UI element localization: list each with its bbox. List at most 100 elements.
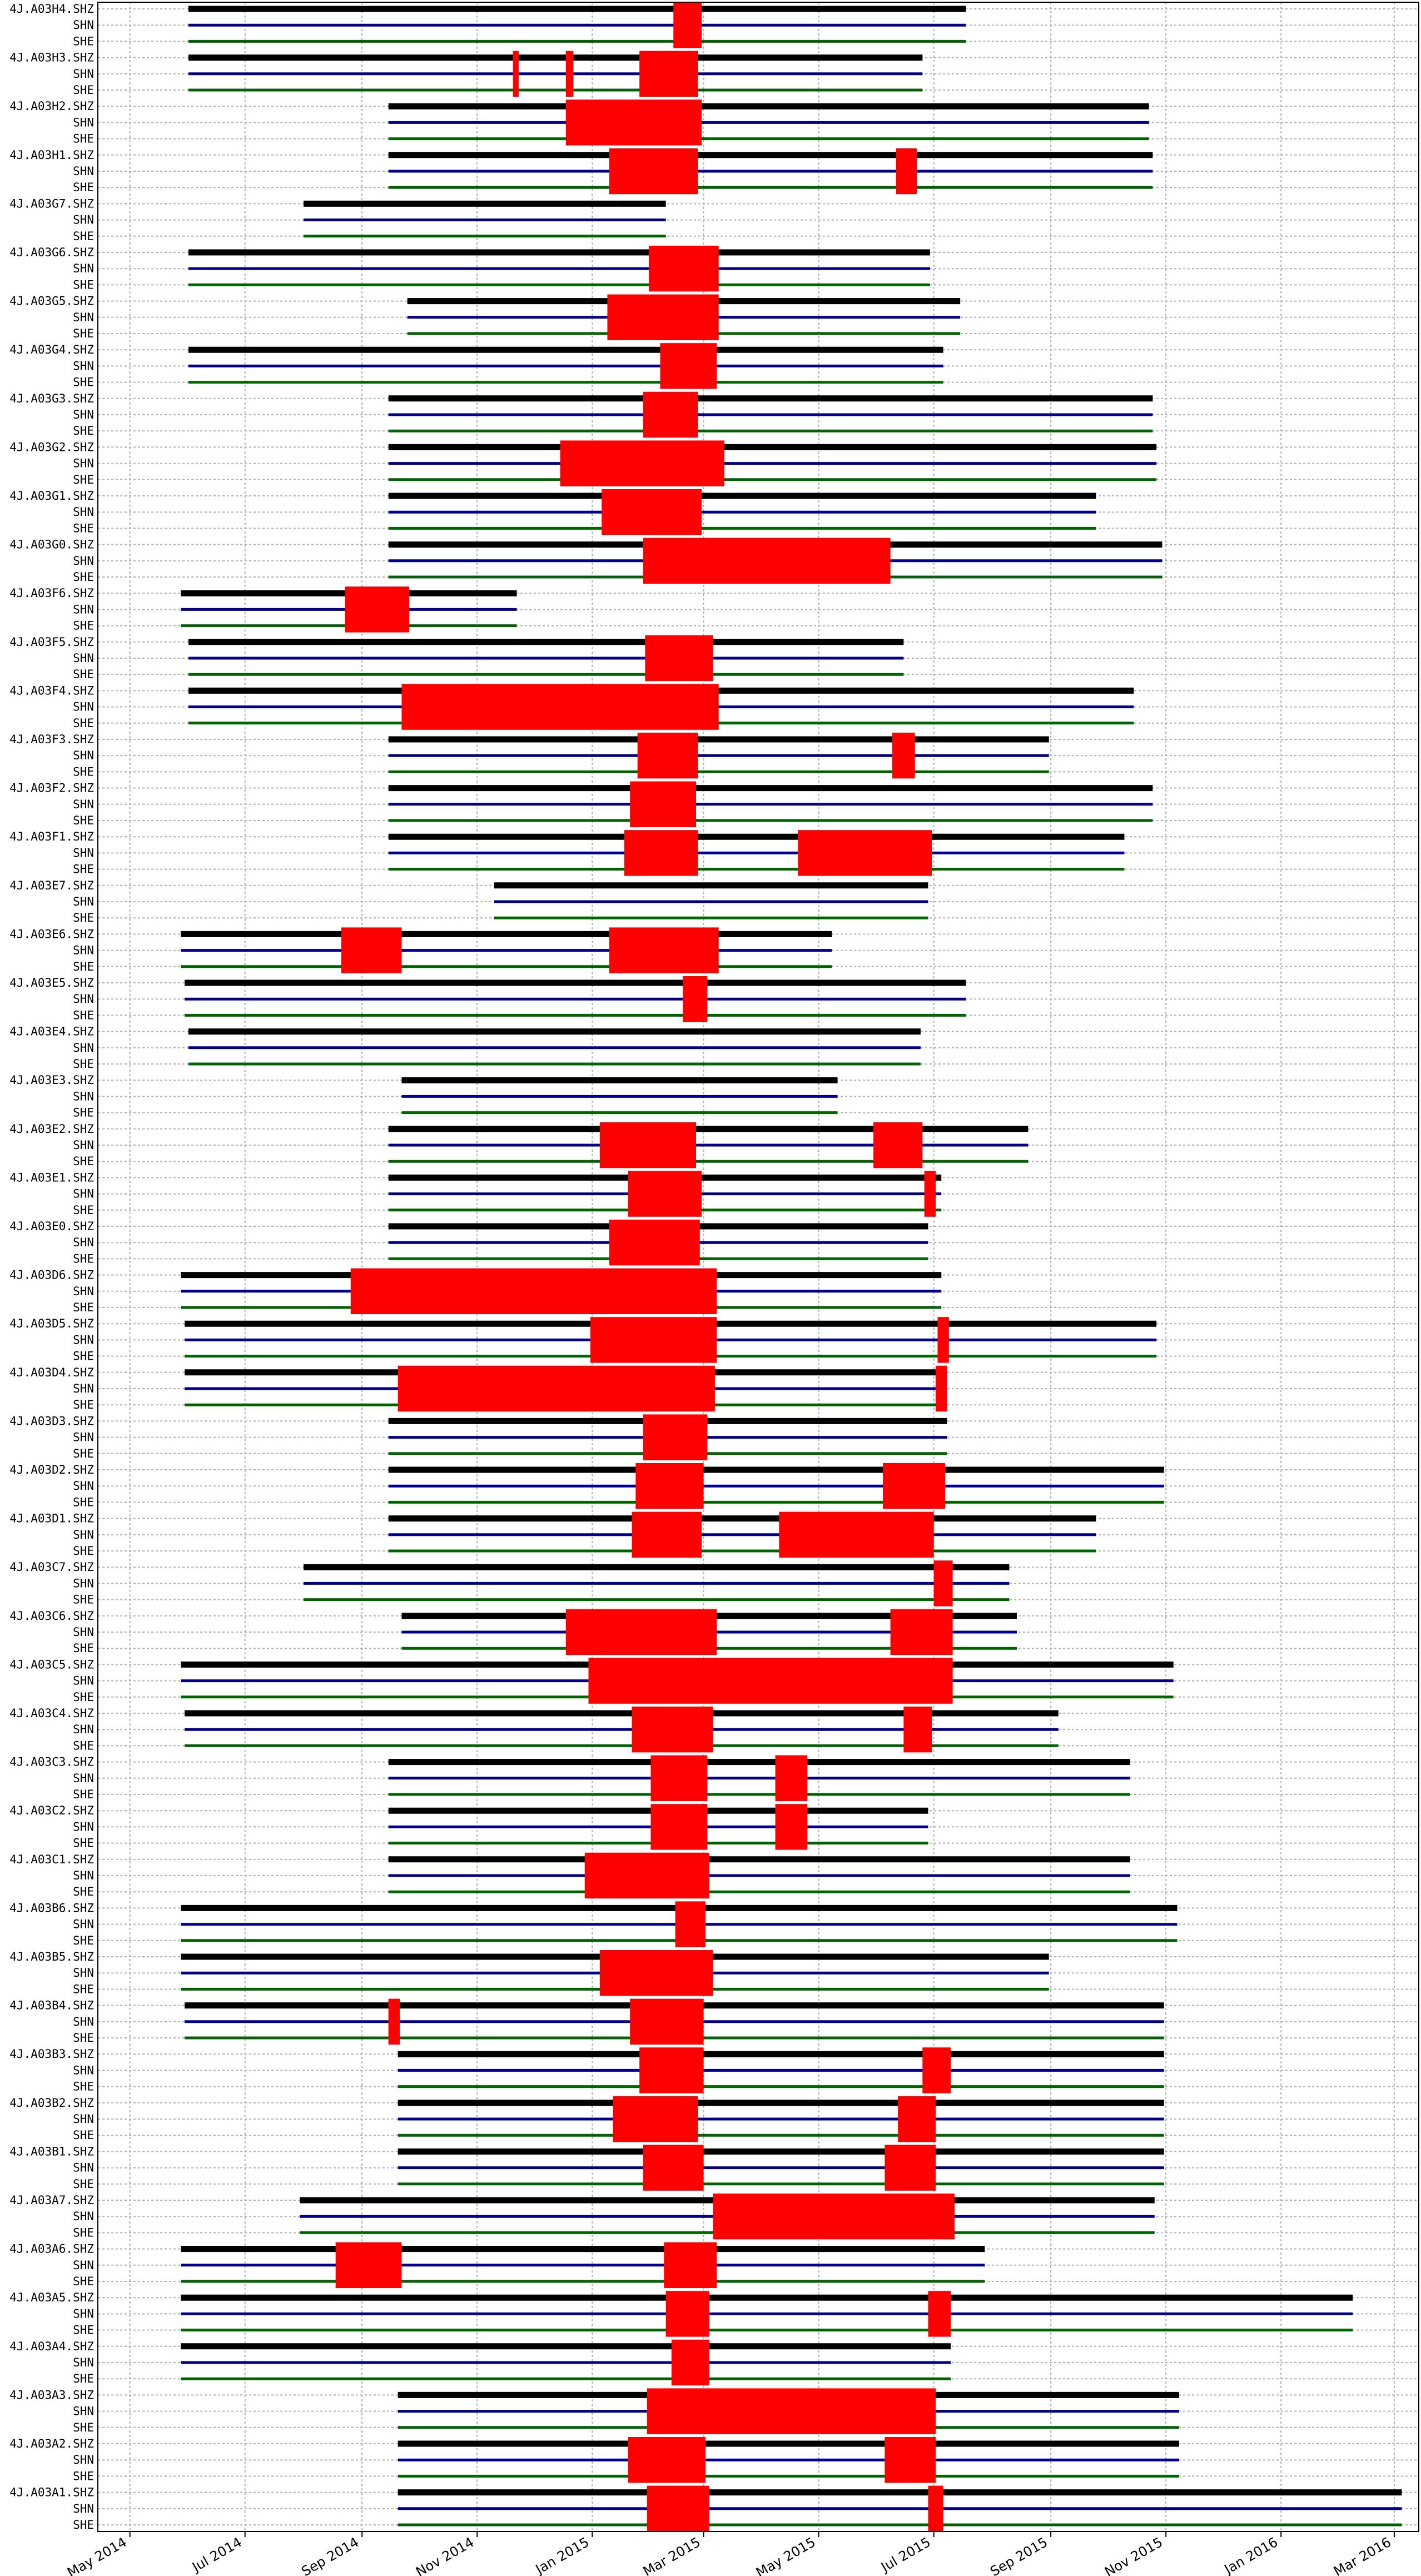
- channel-label: 4J.A03D2.SHZ: [9, 1463, 94, 1476]
- channel-label: SHE: [73, 1447, 94, 1460]
- channel-label: SHE: [73, 1106, 94, 1120]
- data-gap: [630, 1998, 704, 2045]
- data-gap: [798, 830, 932, 876]
- data-gap: [602, 489, 702, 535]
- x-tick-label: Jul 2015: [877, 2534, 933, 2575]
- channel-label: 4J.A03C3.SHZ: [9, 1756, 94, 1769]
- channel-label: SHE: [73, 376, 94, 389]
- data-gap: [775, 1755, 808, 1801]
- channel-label: 4J.A03G5.SHZ: [9, 295, 94, 308]
- channel-label: SHN: [73, 1090, 94, 1103]
- channel-label: SHE: [73, 2226, 94, 2239]
- data-gap: [599, 1122, 696, 1168]
- channel-label: SHN: [73, 1382, 94, 1395]
- channel-label: SHN: [73, 1479, 94, 1493]
- data-gap: [632, 1511, 702, 1558]
- channel-label: SHN: [73, 2112, 94, 2126]
- channel-label: SHN: [73, 944, 94, 957]
- channel-label: 4J.A03D5.SHZ: [9, 1317, 94, 1330]
- channel-label: SHE: [73, 473, 94, 486]
- data-gap: [584, 1852, 709, 1899]
- data-gap: [335, 2242, 402, 2288]
- x-tick-label: Nov 2015: [1102, 2534, 1165, 2576]
- channel-label: 4J.A03G0.SHZ: [9, 538, 94, 551]
- channel-label: 4J.A03B2.SHZ: [9, 2096, 94, 2110]
- channel-label: SHN: [73, 2015, 94, 2028]
- x-tick-label: Nov 2014: [413, 2534, 476, 2576]
- data-gap: [565, 1609, 717, 1655]
- x-tick-label: May 2014: [64, 2534, 129, 2576]
- data-gap: [609, 927, 719, 973]
- channel-label: 4J.A03H3.SHZ: [9, 51, 94, 64]
- channel-label: 4J.A03A7.SHZ: [9, 2194, 94, 2207]
- channel-label: SHE: [73, 814, 94, 827]
- data-gap: [637, 733, 698, 779]
- channel-label: 4J.A03E2.SHZ: [9, 1122, 94, 1136]
- data-gap: [630, 781, 696, 827]
- data-gap: [628, 2437, 705, 2483]
- channel-label: 4J.A03E7.SHZ: [9, 879, 94, 892]
- channel-label: SHE: [73, 2372, 94, 2385]
- channel-label: 4J.A03D1.SHZ: [9, 1512, 94, 1525]
- data-gap: [936, 1365, 947, 1412]
- channel-label: 4J.A03A2.SHZ: [9, 2437, 94, 2450]
- channel-label: SHE: [73, 1593, 94, 1607]
- data-gap: [650, 1804, 708, 1850]
- x-tick-label: Sep 2014: [299, 2534, 362, 2576]
- x-axis: May 2014 Jul 2014 Sep 2014 Nov 2014 Jan 2015…: [64, 2532, 1395, 2576]
- channel-label: 4J.A03A1.SHZ: [9, 2486, 94, 2499]
- channel-label: SHE: [73, 1301, 94, 1314]
- channel-label: SHN: [73, 749, 94, 762]
- channel-label: SHE: [73, 960, 94, 973]
- channel-label: SHN: [73, 1187, 94, 1201]
- channel-label: SHE: [73, 1252, 94, 1265]
- channel-label: SHN: [73, 603, 94, 616]
- channel-label: SHE: [73, 619, 94, 633]
- data-gap: [401, 684, 719, 730]
- data-gap: [883, 1463, 946, 1509]
- channel-label: SHE: [73, 1837, 94, 1850]
- channel-label: SHE: [73, 717, 94, 730]
- channel-label: SHN: [73, 18, 94, 32]
- channel-label: 4J.A03G6.SHZ: [9, 246, 94, 259]
- data-gap: [933, 1560, 953, 1607]
- data-gap: [639, 2047, 704, 2093]
- channel-label: SHN: [73, 798, 94, 811]
- channel-label: 4J.A03G2.SHZ: [9, 440, 94, 454]
- data-gap: [565, 51, 574, 97]
- channel-label: SHE: [73, 83, 94, 97]
- data-gap: [609, 148, 698, 195]
- channel-label: 4J.A03A4.SHZ: [9, 2340, 94, 2353]
- data-gap: [675, 1901, 705, 1947]
- channel-label: SHN: [73, 2161, 94, 2175]
- x-tick-label: Jan 2016: [1221, 2534, 1280, 2576]
- channel-label: SHE: [73, 1008, 94, 1022]
- data-gap: [635, 1463, 704, 1509]
- channel-label: SHN: [73, 1625, 94, 1639]
- data-gap: [664, 2242, 717, 2288]
- channel-label: SHN: [73, 262, 94, 275]
- data-gap: [590, 1317, 717, 1363]
- data-gap: [873, 1122, 923, 1168]
- channel-label: SHE: [73, 2080, 94, 2093]
- channel-label: SHE: [73, 181, 94, 194]
- data-gap: [928, 2485, 943, 2532]
- channel-label: 4J.A03F3.SHZ: [9, 733, 94, 746]
- channel-label: SHN: [73, 1528, 94, 1541]
- channel-label: SHN: [73, 992, 94, 1006]
- data-gap: [609, 1220, 700, 1266]
- x-tick-label: Jan 2015: [532, 2534, 592, 2576]
- data-gap: [885, 2437, 936, 2483]
- channel-label: SHN: [73, 846, 94, 859]
- channel-label: SHN: [73, 895, 94, 908]
- channel-label: SHE: [73, 1495, 94, 1509]
- data-gap: [650, 1755, 708, 1801]
- channel-label: 4J.A03E5.SHZ: [9, 976, 94, 989]
- channel-label: SHE: [73, 2469, 94, 2483]
- data-gap: [607, 294, 719, 340]
- channel-label: 4J.A03B6.SHZ: [9, 1901, 94, 1914]
- channel-label: 4J.A03G1.SHZ: [9, 489, 94, 503]
- channel-label: SHE: [73, 1690, 94, 1704]
- channel-label: SHN: [73, 1138, 94, 1152]
- channel-label: SHE: [73, 521, 94, 535]
